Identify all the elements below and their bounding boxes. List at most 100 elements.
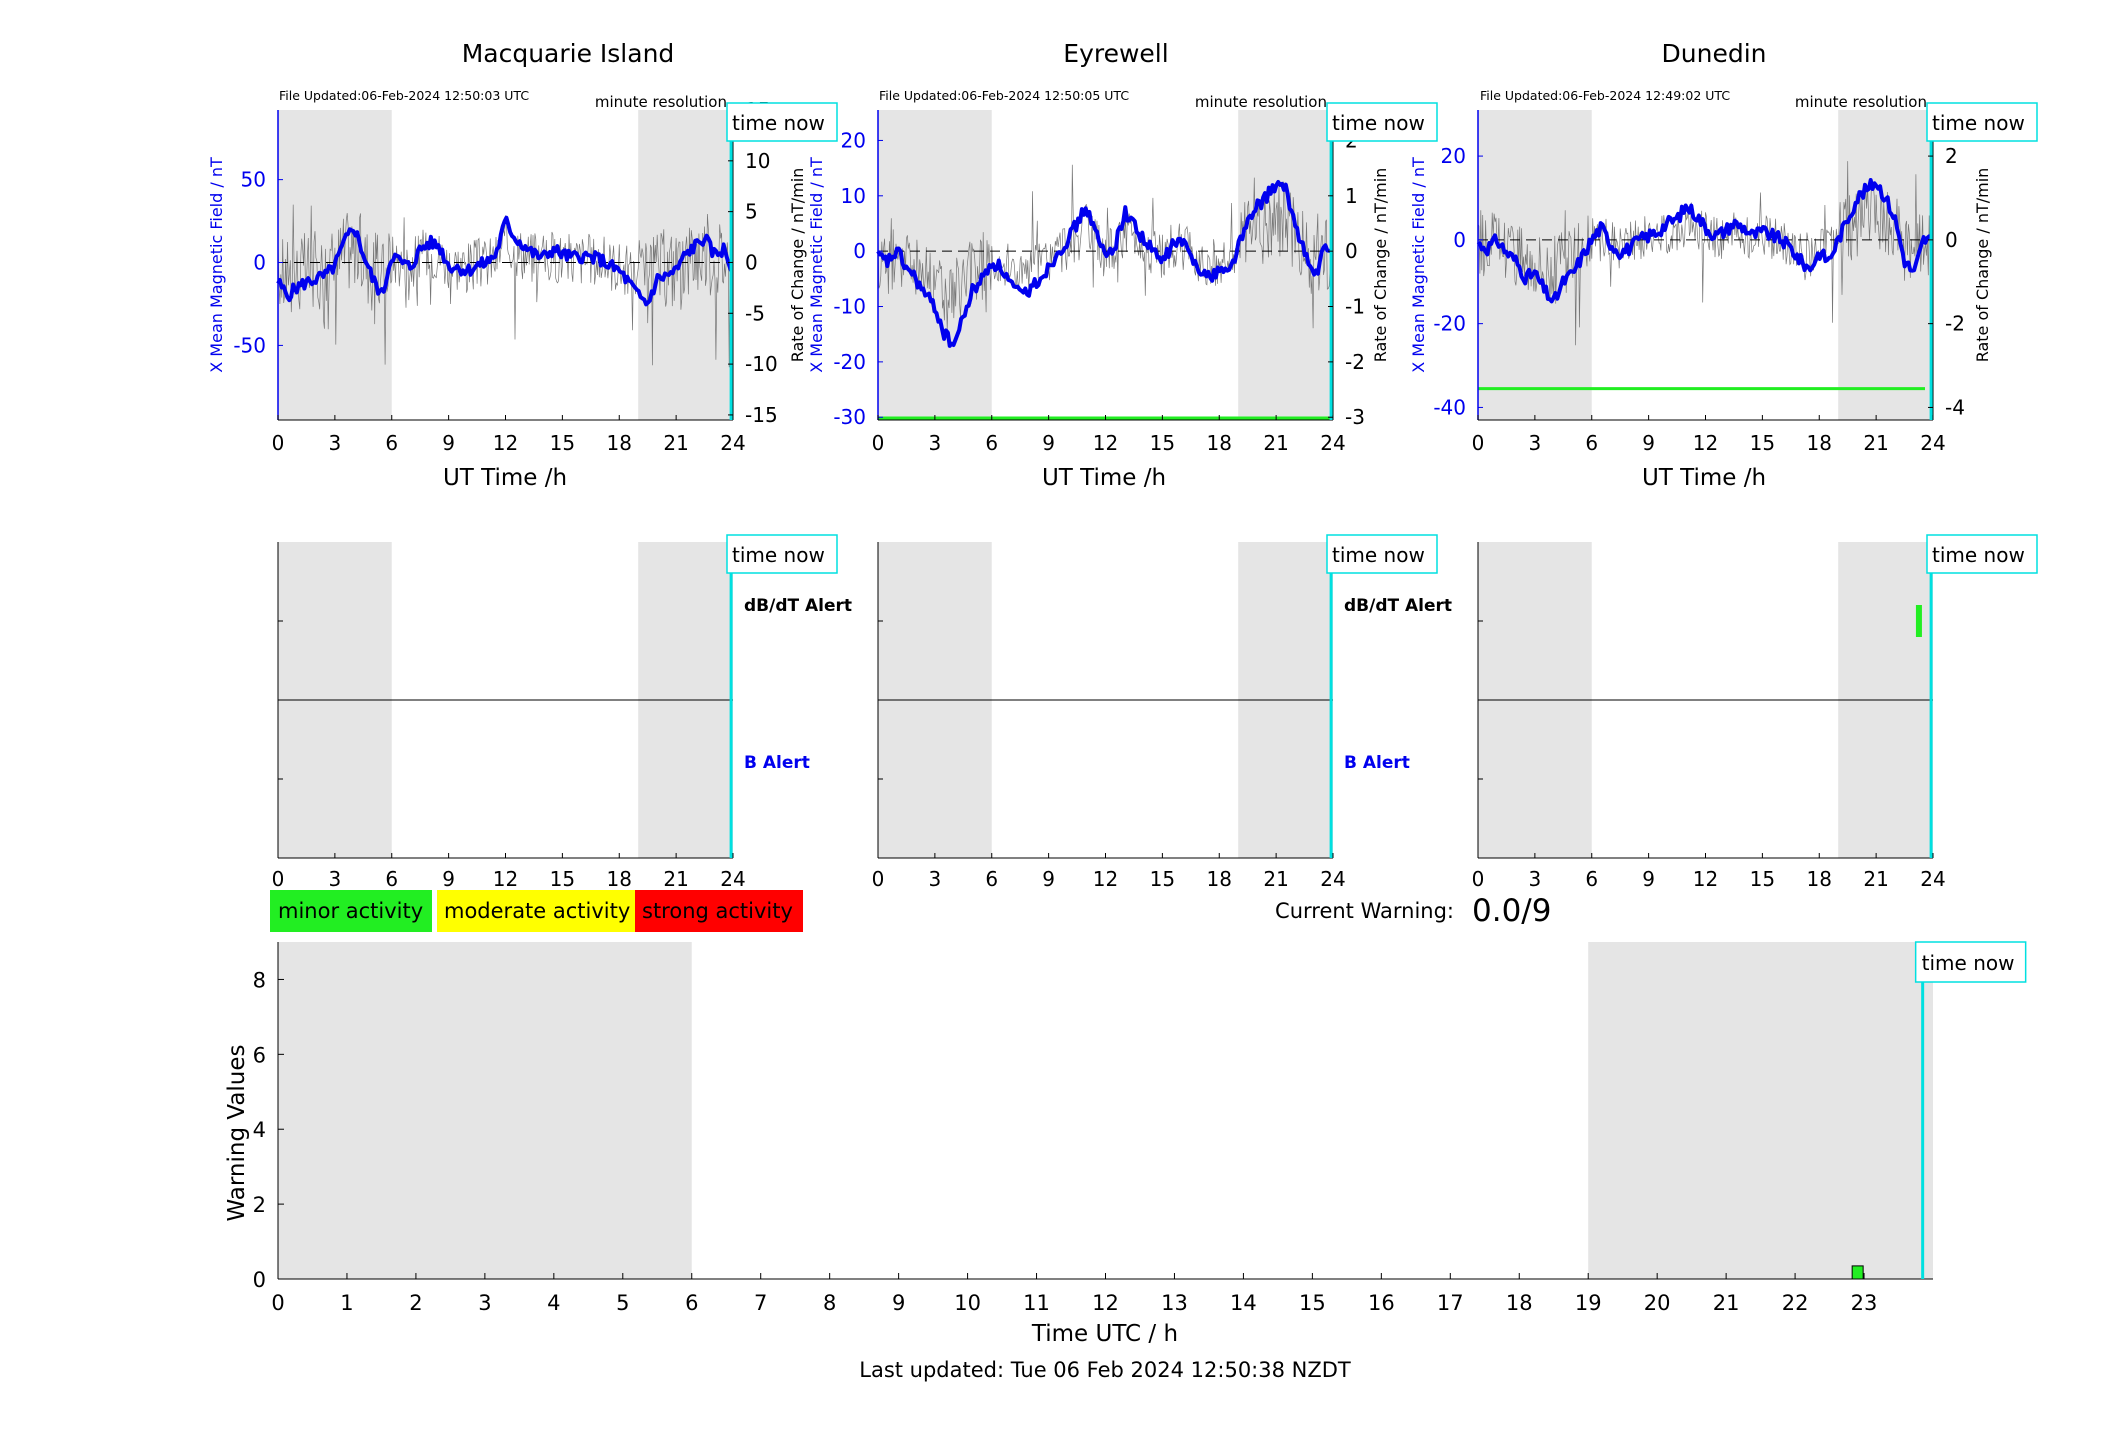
rate-tick-label: -5 xyxy=(745,301,765,325)
rate-tick-label: 1 xyxy=(1345,184,1358,208)
y-tick-label: 20 xyxy=(1441,144,1466,168)
warning-x-tick-label: 17 xyxy=(1437,1291,1464,1315)
warning-bar xyxy=(1851,1265,1864,1280)
alert-x-tick-label: 0 xyxy=(272,867,285,891)
alert-x-tick-label: 18 xyxy=(1807,867,1832,891)
warning-x-tick-label: 8 xyxy=(823,1291,836,1315)
resolution-label-dunedin: minute resolution xyxy=(1795,93,1927,111)
alert-x-tick-label: 12 xyxy=(1093,867,1118,891)
warning-x-tick-label: 22 xyxy=(1782,1291,1809,1315)
time-now-box xyxy=(1326,102,1438,142)
x-tick-label: 15 xyxy=(1150,431,1175,455)
warning-ylabel: Warning Values xyxy=(224,1044,250,1221)
warning-y-tick-label: 4 xyxy=(253,1118,266,1142)
x-tick-label: 12 xyxy=(1093,431,1118,455)
alert-x-tick-label: 6 xyxy=(985,867,998,891)
y-tick-label: -30 xyxy=(833,405,866,429)
warning-x-tick-label: 7 xyxy=(754,1291,767,1315)
legend-moderate-swatch xyxy=(437,890,635,932)
time-now-box xyxy=(726,102,838,142)
warning-x-tick-label: 23 xyxy=(1851,1291,1878,1315)
station-title-eyrewell: Eyrewell xyxy=(1063,39,1168,68)
warning-night-band xyxy=(1588,942,1933,1279)
resolution-label-eyrewell: minute resolution xyxy=(1195,93,1327,111)
x-tick-label: 18 xyxy=(1807,431,1832,455)
x-tick-label: 6 xyxy=(985,431,998,455)
legend-moderate-label: moderate activity xyxy=(444,899,630,923)
x-tick-label: 18 xyxy=(1207,431,1232,455)
warning-x-tick-label: 12 xyxy=(1092,1291,1119,1315)
x-tick-label: 3 xyxy=(329,431,342,455)
x-tick-label: 0 xyxy=(872,431,885,455)
station-panel-1: -30-20-1001020-3-2-101203691215182124tim… xyxy=(833,102,1438,891)
y-tick-label: 0 xyxy=(1453,228,1466,252)
file-updated-macquarie: File Updated:06-Feb-2024 12:50:03 UTC xyxy=(279,88,529,103)
x-tick-label: 6 xyxy=(1585,431,1598,455)
ylabel-field-eyrewell: X Mean Magnetic Field / nT xyxy=(807,157,826,373)
alert-x-tick-label: 3 xyxy=(1529,867,1542,891)
y-tick-label: -10 xyxy=(833,295,866,319)
x-tick-label: 21 xyxy=(663,431,688,455)
time-now-label: time now xyxy=(1332,543,1425,567)
alert-x-tick-label: 21 xyxy=(663,867,688,891)
alert-x-tick-label: 15 xyxy=(1150,867,1175,891)
dbdt-alert-mark xyxy=(1915,605,1922,637)
rate-tick-label: 10 xyxy=(745,149,770,173)
file-updated-eyrewell: File Updated:06-Feb-2024 12:50:05 UTC xyxy=(879,88,1129,103)
time-now-box xyxy=(1926,534,2038,574)
y-tick-label: -40 xyxy=(1433,395,1466,419)
warning-x-tick-label: 4 xyxy=(547,1291,560,1315)
x-tick-label: 12 xyxy=(1693,431,1718,455)
x-tick-label: 9 xyxy=(1642,431,1655,455)
warning-x-tick-label: 19 xyxy=(1575,1291,1602,1315)
alert-x-tick-label: 21 xyxy=(1263,867,1288,891)
rate-tick-label: -10 xyxy=(745,352,778,376)
x-tick-label: 0 xyxy=(272,431,285,455)
x-tick-label: 24 xyxy=(720,431,745,455)
x-tick-label: 9 xyxy=(442,431,455,455)
warning-x-tick-label: 13 xyxy=(1161,1291,1188,1315)
time-now-label: time now xyxy=(732,543,825,567)
station-title-dunedin: Dunedin xyxy=(1662,39,1767,68)
alert-x-tick-label: 0 xyxy=(872,867,885,891)
time-now-box xyxy=(726,534,838,574)
time-now-label: time now xyxy=(1332,111,1425,135)
warning-x-tick-label: 2 xyxy=(409,1291,422,1315)
warning-x-tick-label: 14 xyxy=(1230,1291,1257,1315)
rate-tick-label: -2 xyxy=(1945,312,1965,336)
alert-x-tick-label: 3 xyxy=(929,867,942,891)
x-tick-label: 3 xyxy=(929,431,942,455)
rate-tick-label: 0 xyxy=(745,250,758,274)
x-tick-label: 21 xyxy=(1263,431,1288,455)
warning-x-tick-label: 11 xyxy=(1023,1291,1050,1315)
alert-x-tick-label: 12 xyxy=(1693,867,1718,891)
legend-minor-label: minor activity xyxy=(278,899,423,923)
dbdt-alert-label-eyrewell: dB/dT Alert xyxy=(1344,596,1452,616)
last-updated-footer: Last updated: Tue 06 Feb 2024 12:50:38 N… xyxy=(859,1358,1351,1382)
x-tick-label: 24 xyxy=(1320,431,1345,455)
rate-tick-label: -15 xyxy=(745,403,778,427)
legend-strong-swatch xyxy=(635,890,803,932)
ylabel-field-macquarie: X Mean Magnetic Field / nT xyxy=(207,157,226,373)
y-tick-label: -50 xyxy=(233,333,266,357)
warning-x-tick-label: 0 xyxy=(271,1291,284,1315)
x-tick-label: 18 xyxy=(607,431,632,455)
warning-x-tick-label: 15 xyxy=(1299,1291,1326,1315)
alert-x-tick-label: 24 xyxy=(1320,867,1345,891)
night-band xyxy=(638,110,733,420)
warning-y-tick-label: 8 xyxy=(253,968,266,992)
alert-x-tick-label: 9 xyxy=(1042,867,1055,891)
rate-tick-label: -1 xyxy=(1345,295,1365,319)
alert-x-tick-label: 9 xyxy=(1642,867,1655,891)
alert-x-tick-label: 24 xyxy=(720,867,745,891)
rate-tick-label: 5 xyxy=(745,200,758,224)
warning-time-now-box xyxy=(1914,941,2027,983)
x-tick-label: 9 xyxy=(1042,431,1055,455)
field-line xyxy=(276,215,733,307)
warning-x-tick-label: 3 xyxy=(478,1291,491,1315)
alert-x-tick-label: 12 xyxy=(493,867,518,891)
warning-x-tick-label: 21 xyxy=(1713,1291,1740,1315)
